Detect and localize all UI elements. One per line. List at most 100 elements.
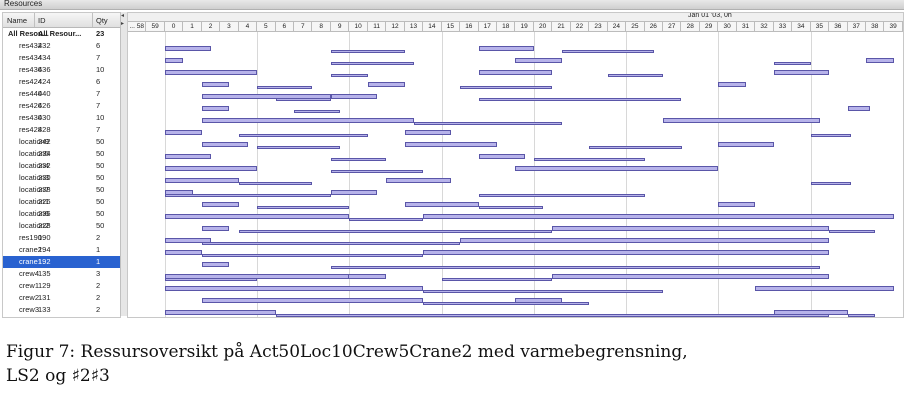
gantt-bar[interactable] <box>238 230 553 233</box>
gantt-bar[interactable] <box>773 70 830 75</box>
gantt-bar[interactable] <box>164 130 202 135</box>
column-header-qty[interactable]: Qty <box>96 16 108 25</box>
gantt-bar[interactable] <box>773 310 848 315</box>
gantt-bar[interactable] <box>423 250 830 255</box>
gantt-bar[interactable] <box>201 226 230 231</box>
table-row[interactable]: res430 430 10 <box>3 112 120 124</box>
table-row[interactable]: res426 426 7 <box>3 100 120 112</box>
gantt-bar[interactable] <box>330 266 820 269</box>
gantt-bar[interactable] <box>386 178 451 183</box>
gantt-bar[interactable] <box>478 194 645 197</box>
column-header-id[interactable]: ID <box>38 16 46 25</box>
gantt-bar[interactable] <box>515 298 562 303</box>
table-row[interactable]: location6 236 50 <box>3 208 120 220</box>
gantt-bar[interactable] <box>423 214 894 219</box>
gantt-bar[interactable] <box>478 154 525 159</box>
gantt-bar[interactable] <box>257 206 350 209</box>
gantt-bar[interactable] <box>294 110 341 113</box>
table-row[interactable]: location1 226 50 <box>3 196 120 208</box>
gantt-bar[interactable] <box>201 118 414 123</box>
gantt-bar[interactable] <box>404 202 479 207</box>
gantt-bar[interactable] <box>478 46 534 51</box>
gantt-bar[interactable] <box>201 82 230 87</box>
gantt-bar[interactable] <box>367 82 405 87</box>
gantt-bar[interactable] <box>164 194 331 197</box>
table-row[interactable]: location4 232 50 <box>3 160 120 172</box>
gantt-bar[interactable] <box>404 130 451 135</box>
gantt-bar[interactable] <box>773 62 811 65</box>
gantt-bar[interactable] <box>330 74 368 77</box>
gantt-bar[interactable] <box>330 190 378 195</box>
gantt-bar[interactable] <box>829 230 876 233</box>
gantt-bar[interactable] <box>330 158 387 161</box>
gantt-bar[interactable] <box>552 226 830 231</box>
gantt-bar[interactable] <box>755 286 894 291</box>
gantt-bar[interactable] <box>164 250 202 255</box>
gantt-bar[interactable] <box>164 286 424 291</box>
gantt-bar[interactable] <box>423 302 590 305</box>
collapse-right-icon[interactable]: ▸ <box>121 21 125 27</box>
table-row[interactable]: res440 440 7 <box>3 88 120 100</box>
gantt-bar[interactable] <box>201 242 461 245</box>
gantt-bar[interactable] <box>238 182 313 185</box>
table-row[interactable]: crane1 192 1 <box>3 256 120 268</box>
gantt-bar[interactable] <box>810 134 852 137</box>
gantt-bar[interactable] <box>164 154 212 159</box>
gantt-bar[interactable] <box>238 134 368 137</box>
gantt-bar[interactable] <box>164 214 350 219</box>
gantt-bar[interactable] <box>404 142 497 147</box>
gantt-bar[interactable] <box>718 142 774 147</box>
table-row[interactable]: crew4 135 3 <box>3 268 120 280</box>
table-row[interactable]: location2 228 50 <box>3 220 120 232</box>
column-divider[interactable] <box>92 13 93 27</box>
table-row[interactable]: location5 234 50 <box>3 148 120 160</box>
table-row[interactable]: location3 230 50 <box>3 172 120 184</box>
gantt-bar[interactable] <box>589 146 682 149</box>
gantt-bar[interactable] <box>164 238 212 243</box>
gantt-bar[interactable] <box>201 254 424 257</box>
table-row[interactable]: All Resou... All Resour... 23 <box>3 28 120 40</box>
gantt-bar[interactable] <box>201 262 230 267</box>
table-row[interactable]: location7 238 50 <box>3 184 120 196</box>
table-row[interactable]: crew2 131 2 <box>3 292 120 304</box>
gantt-bar[interactable] <box>423 290 664 293</box>
gantt-bar[interactable] <box>275 98 331 101</box>
table-row[interactable]: res434 434 7 <box>3 52 120 64</box>
gantt-bar[interactable] <box>718 82 747 87</box>
gantt-bar[interactable] <box>330 50 405 53</box>
gantt-bar[interactable] <box>460 86 553 89</box>
gantt-bar[interactable] <box>349 218 424 221</box>
table-row[interactable]: crew1 129 2 <box>3 280 120 292</box>
gantt-bar[interactable] <box>478 206 544 209</box>
gantt-bar[interactable] <box>515 166 719 171</box>
table-row[interactable]: res428 428 7 <box>3 124 120 136</box>
gantt-bar[interactable] <box>201 106 230 111</box>
gantt-bar[interactable] <box>201 202 239 207</box>
gantt-bar[interactable] <box>164 70 258 75</box>
gantt-bar[interactable] <box>413 122 562 125</box>
column-header-name[interactable]: Name <box>7 16 28 25</box>
gantt-bar[interactable] <box>164 166 258 171</box>
gantt-bar[interactable] <box>441 278 553 281</box>
gantt-bar[interactable] <box>164 58 184 63</box>
table-row[interactable]: res190 190 2 <box>3 232 120 244</box>
gantt-bar[interactable] <box>866 58 894 63</box>
table-row[interactable]: res424 424 6 <box>3 76 120 88</box>
gantt-bar[interactable] <box>478 70 553 75</box>
gantt-bar[interactable] <box>718 202 756 207</box>
table-row[interactable]: res436 436 10 <box>3 64 120 76</box>
gantt-bar[interactable] <box>201 298 424 303</box>
gantt-bar[interactable] <box>561 50 654 53</box>
gantt-bar[interactable] <box>164 274 350 279</box>
gantt-bar[interactable] <box>460 238 830 243</box>
gantt-bar[interactable] <box>201 142 248 147</box>
table-row[interactable]: crane2 194 1 <box>3 244 120 256</box>
gantt-bar[interactable] <box>330 62 414 65</box>
gantt-bar[interactable] <box>201 94 331 99</box>
gantt-bar[interactable] <box>847 106 870 111</box>
gantt-bar[interactable] <box>810 182 852 185</box>
gantt-bar[interactable] <box>330 94 378 99</box>
gantt-bar[interactable] <box>663 118 820 123</box>
gantt-bar[interactable] <box>257 146 341 149</box>
gantt-bar[interactable] <box>552 274 830 279</box>
